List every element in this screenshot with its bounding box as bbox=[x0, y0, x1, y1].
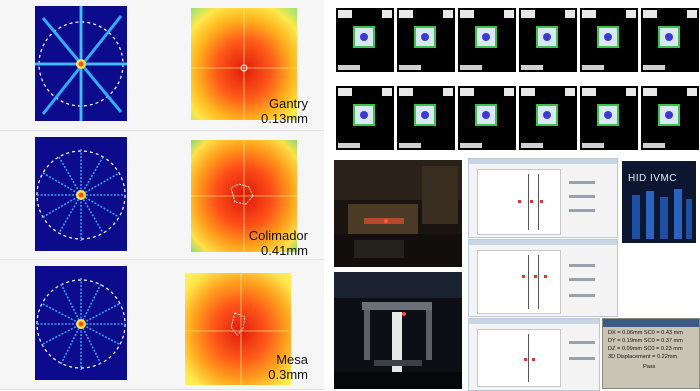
tile-label-box bbox=[582, 88, 596, 96]
window-titlebar bbox=[469, 319, 599, 324]
epid-tile bbox=[519, 86, 577, 150]
tile-label-box bbox=[626, 10, 636, 18]
software-axis-plot-1 bbox=[468, 158, 618, 238]
ball-marker bbox=[604, 111, 612, 119]
hid-mlc-label: HID IVMC bbox=[628, 173, 677, 184]
ball-marker bbox=[543, 111, 551, 119]
couch-label: Mesa bbox=[276, 352, 308, 367]
tile-label-box bbox=[504, 10, 514, 18]
couch-value: 0.3mm bbox=[268, 367, 308, 382]
tile-label-box bbox=[565, 88, 575, 96]
software-axis-plot-2 bbox=[468, 239, 618, 317]
epid-tile bbox=[641, 8, 699, 72]
tile-label-box bbox=[338, 143, 360, 148]
epid-tile bbox=[580, 8, 638, 72]
tile-label-box bbox=[643, 88, 657, 96]
tile-label-box bbox=[338, 65, 360, 70]
ball-marker bbox=[665, 33, 673, 41]
tile-label-box bbox=[643, 143, 665, 148]
epid-tile bbox=[458, 8, 516, 72]
tile-label-box bbox=[504, 88, 514, 96]
couch-starshot-image bbox=[35, 266, 127, 380]
result-line-dz: DZ = 0.09mm SC0 = 0.23 mm bbox=[608, 346, 683, 352]
tile-label-box bbox=[460, 143, 482, 148]
gantry-heatmap-image bbox=[191, 8, 297, 120]
tile-label-box bbox=[643, 65, 665, 70]
tile-label-box bbox=[443, 88, 453, 96]
tile-label-box bbox=[382, 10, 392, 18]
tile-label-box bbox=[399, 10, 413, 18]
tile-label-box bbox=[565, 10, 575, 18]
linac-phantom-photo bbox=[334, 160, 462, 267]
result-status: Pass bbox=[643, 364, 656, 370]
tile-label-box bbox=[582, 143, 604, 148]
epid-tile bbox=[397, 86, 455, 150]
epid-image-grid bbox=[334, 0, 700, 156]
profile-plot bbox=[477, 329, 561, 387]
ball-marker bbox=[360, 111, 368, 119]
couch-heatmap-image bbox=[185, 273, 291, 385]
result-titlebar bbox=[603, 319, 699, 327]
tile-label-box bbox=[582, 10, 596, 18]
tile-label-box bbox=[521, 65, 543, 70]
tile-label-box bbox=[399, 88, 413, 96]
collimator-starshot-image bbox=[35, 137, 127, 251]
profile-plot bbox=[477, 250, 561, 314]
tile-label-box bbox=[582, 65, 604, 70]
hid-mlc-screen: HID IVMC bbox=[622, 161, 696, 243]
ball-marker bbox=[421, 33, 429, 41]
epid-tile bbox=[336, 86, 394, 150]
collimator-heatmap-image bbox=[191, 140, 297, 252]
software-axis-plot-3 bbox=[468, 318, 600, 391]
tile-label-box bbox=[460, 10, 474, 18]
tile-label-box bbox=[399, 65, 421, 70]
ball-marker bbox=[543, 33, 551, 41]
gantry-starshot-image bbox=[35, 6, 127, 121]
window-titlebar bbox=[469, 240, 617, 245]
tile-label-box bbox=[626, 88, 636, 96]
result-line-dy: DY = 0.19mm SC0 = 0.37 mm bbox=[608, 338, 683, 344]
tile-label-box bbox=[443, 10, 453, 18]
tile-label-box bbox=[521, 10, 535, 18]
tile-label-box bbox=[338, 88, 352, 96]
tile-label-box bbox=[687, 10, 697, 18]
epid-tile bbox=[458, 86, 516, 150]
epid-tile bbox=[580, 86, 638, 150]
tile-label-box bbox=[460, 65, 482, 70]
window-titlebar bbox=[469, 159, 617, 164]
ball-marker bbox=[360, 33, 368, 41]
alignment-result-box: DX = 0.06mm SC0 = 0.43 mm DY = 0.19mm SC… bbox=[602, 318, 700, 389]
ball-marker bbox=[482, 33, 490, 41]
tile-label-box bbox=[521, 143, 543, 148]
epid-tile bbox=[641, 86, 699, 150]
ball-marker bbox=[421, 111, 429, 119]
tile-label-box bbox=[399, 143, 421, 148]
tile-label-box bbox=[643, 10, 657, 18]
couch-phantom-photo bbox=[334, 272, 462, 389]
epid-tile bbox=[336, 8, 394, 72]
gantry-result: Gantry 0.13mm bbox=[230, 96, 308, 126]
tile-label-box bbox=[460, 88, 474, 96]
gantry-value: 0.13mm bbox=[261, 111, 308, 126]
ball-marker bbox=[665, 111, 673, 119]
tile-label-box bbox=[521, 88, 535, 96]
gantry-label: Gantry bbox=[268, 96, 308, 111]
couch-result: Mesa 0.3mm bbox=[230, 352, 308, 382]
epid-tile bbox=[519, 8, 577, 72]
result-line-3d: 3D Displacement = 0.22mm bbox=[608, 354, 678, 360]
collimator-result: Colimador 0.41mm bbox=[222, 228, 308, 258]
tile-label-box bbox=[338, 10, 352, 18]
result-line-dx: DX = 0.06mm SC0 = 0.43 mm bbox=[608, 330, 683, 336]
profile-plot bbox=[477, 169, 561, 235]
epid-tile bbox=[397, 8, 455, 72]
collimator-label: Colimador bbox=[248, 228, 308, 243]
collimator-value: 0.41mm bbox=[261, 243, 308, 258]
ball-marker bbox=[482, 111, 490, 119]
tile-label-box bbox=[687, 88, 697, 96]
tile-label-box bbox=[382, 88, 392, 96]
ball-marker bbox=[604, 33, 612, 41]
